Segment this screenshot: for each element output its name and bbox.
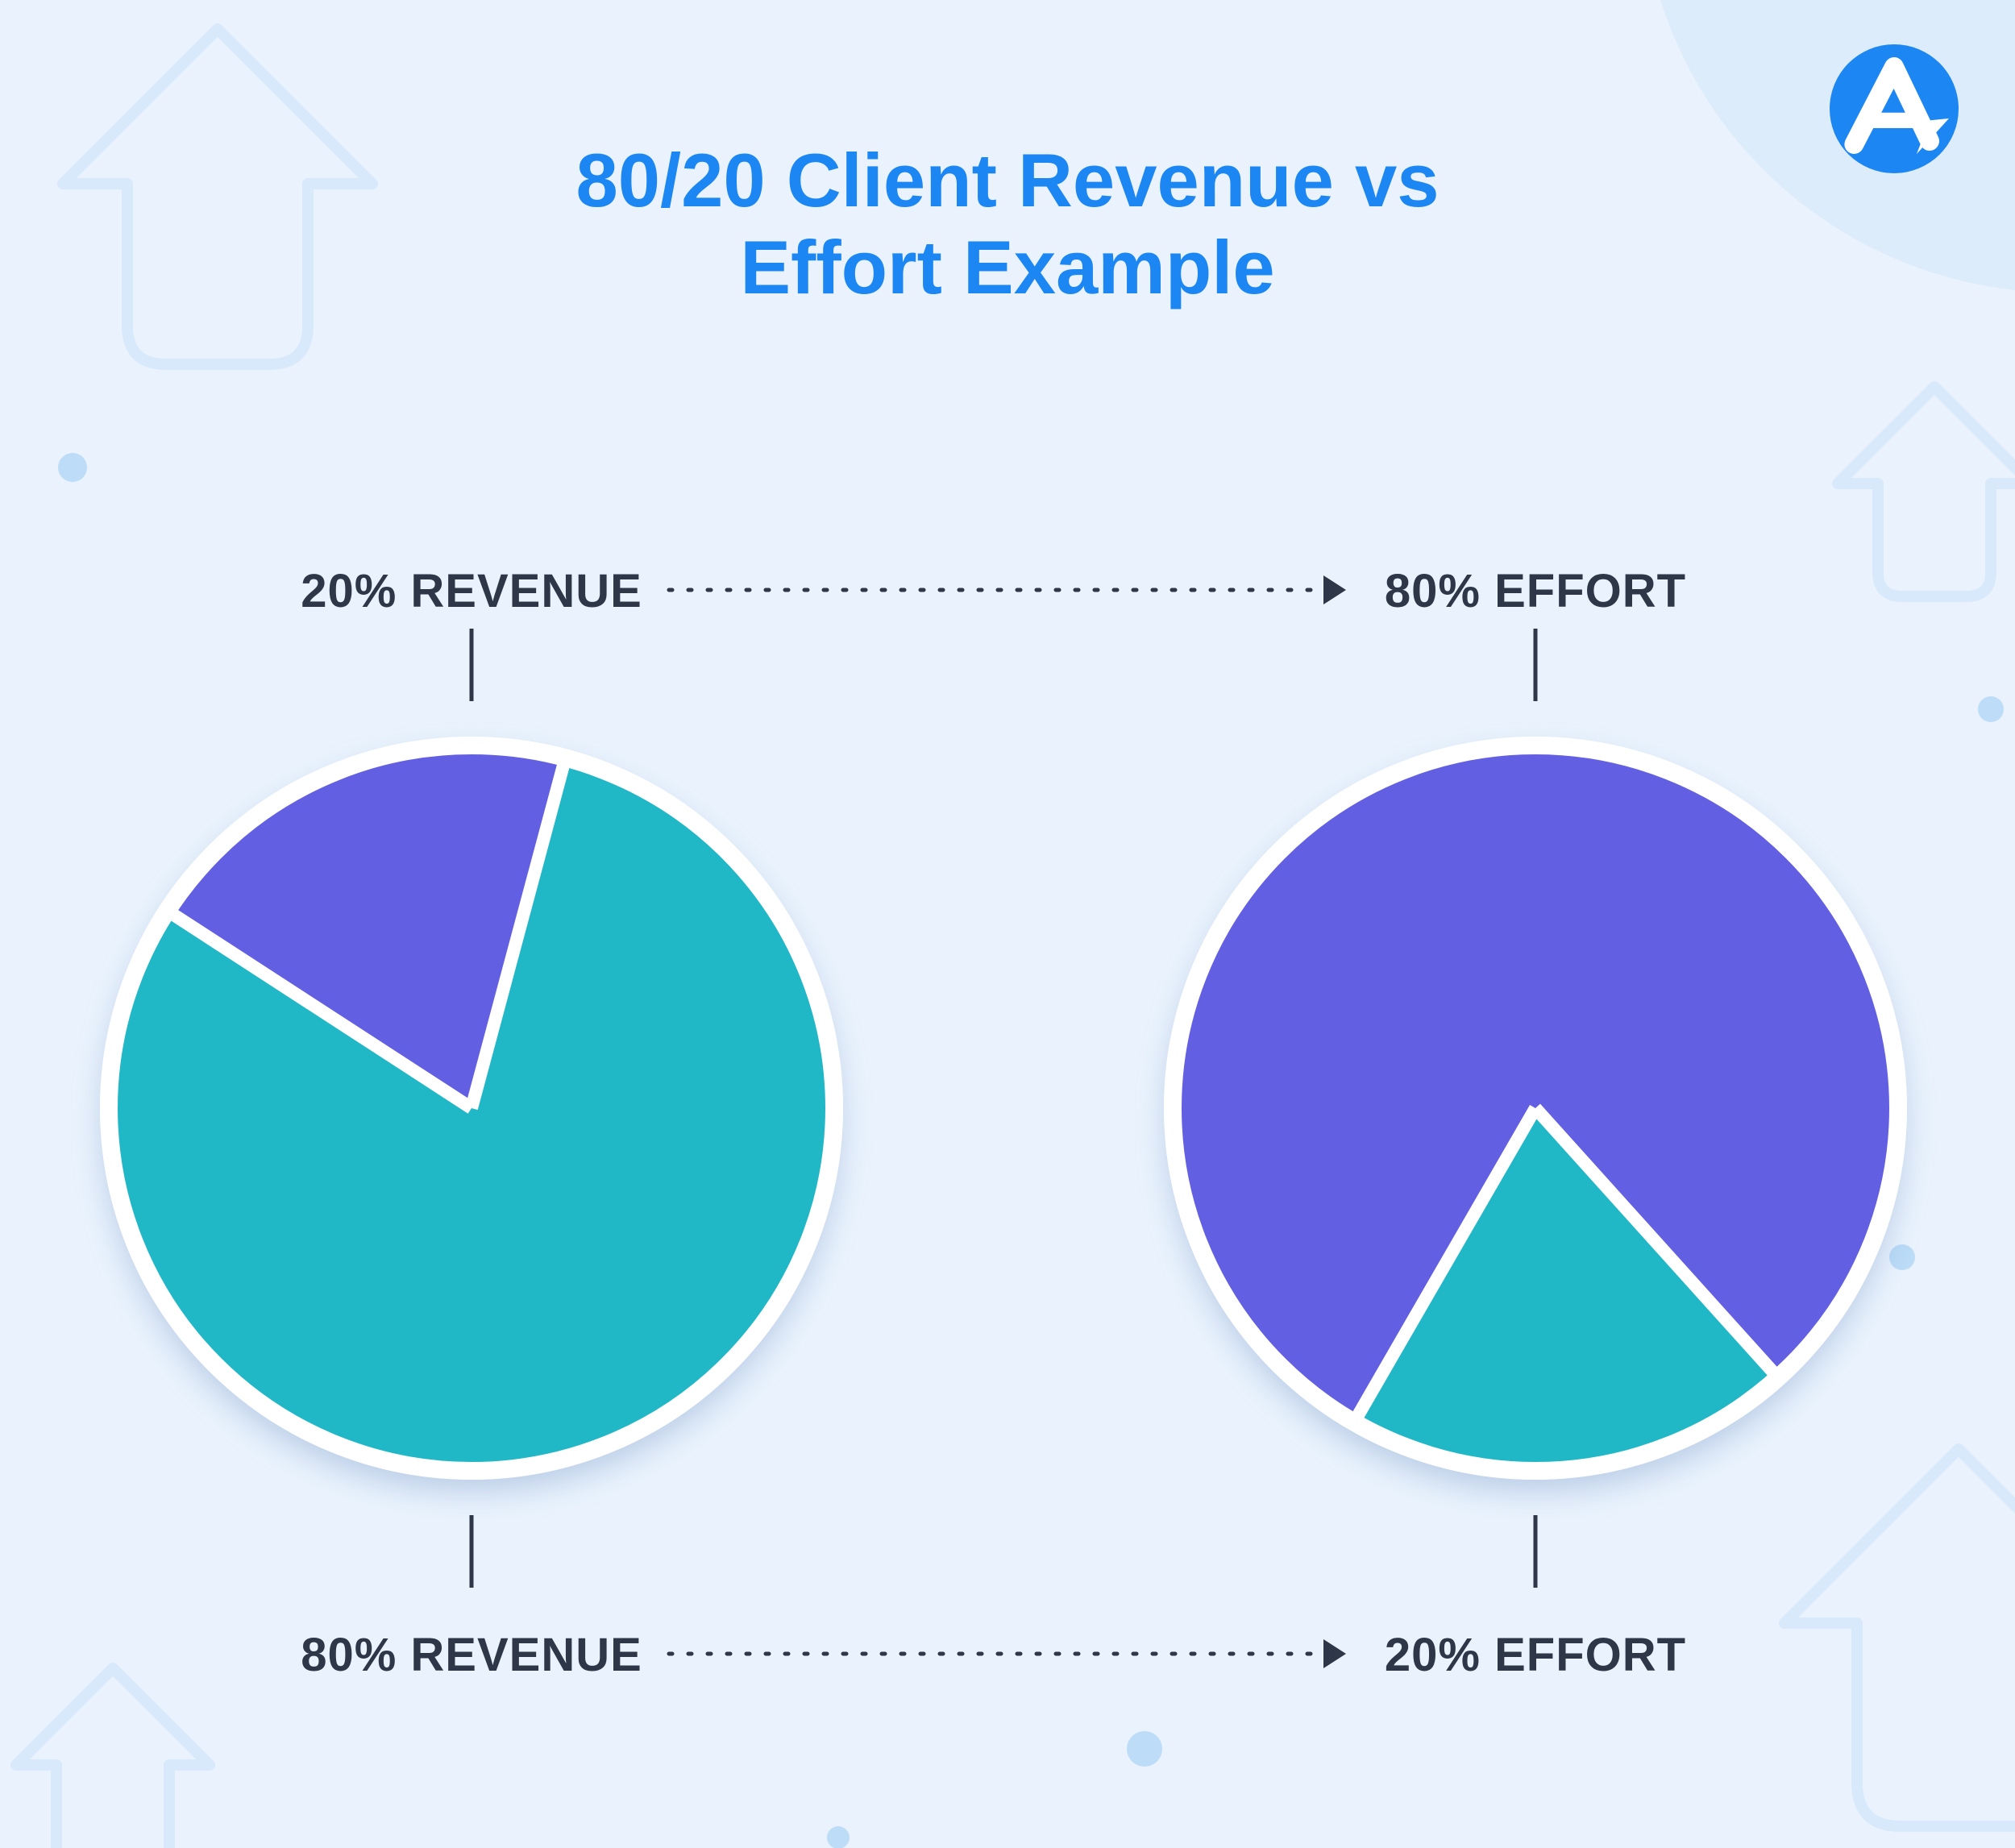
pie-chart-effort [1124, 697, 1946, 1519]
pie-chart-revenue [60, 697, 883, 1519]
brand-logo-icon [1830, 44, 1959, 173]
infographic-stage: 80/20 Client Revenue vs Effort Example 2… [0, 0, 2015, 1848]
